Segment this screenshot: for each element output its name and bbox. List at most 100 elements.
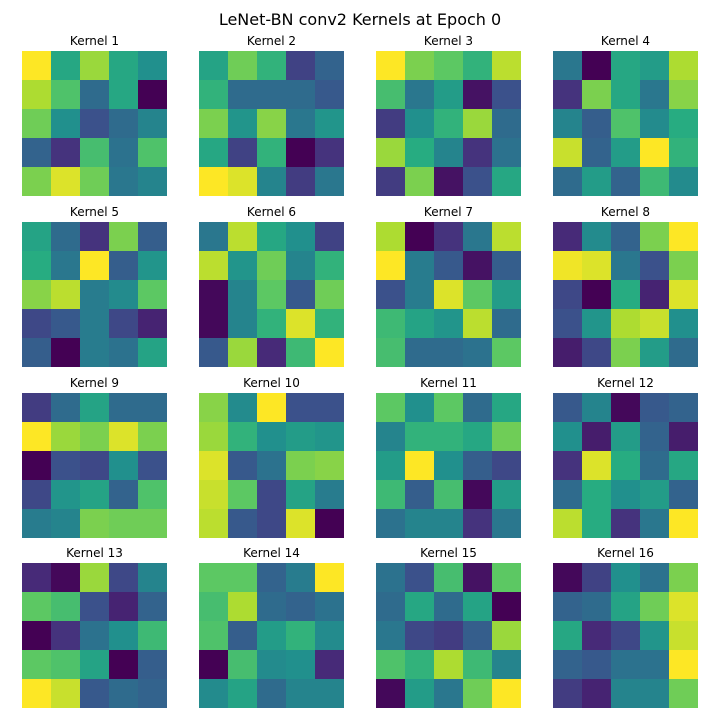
heatmap-cell [582,592,611,621]
kernel-title: Kernel 2 [246,34,297,48]
heatmap-cell [553,80,582,109]
heatmap-cell [640,480,669,509]
heatmap-cell [582,280,611,309]
heatmap-cell [492,222,521,251]
heatmap-cell [315,338,344,367]
heatmap-cell [669,309,698,338]
kernel-panel: Kernel 3 [376,34,521,196]
heatmap-cell [22,222,51,251]
heatmap-cell [492,650,521,679]
heatmap-cell [80,51,109,80]
heatmap-cell [286,338,315,367]
heatmap-cell [669,451,698,480]
heatmap-cell [492,309,521,338]
heatmap-cell [640,251,669,280]
heatmap-cell [463,480,492,509]
heatmap-cell [611,422,640,451]
heatmap-cell [434,138,463,167]
heatmap-cell [640,650,669,679]
heatmap-cell [138,621,167,650]
heatmap-cell [315,650,344,679]
heatmap-cell [80,451,109,480]
heatmap-cell [257,309,286,338]
heatmap-cell [611,309,640,338]
kernel-title: Kernel 7 [423,205,474,219]
heatmap-cell [22,338,51,367]
heatmap-cell [553,338,582,367]
heatmap-cell [257,650,286,679]
heatmap-cell [669,222,698,251]
heatmap-cell [138,138,167,167]
heatmap-cell [376,480,405,509]
heatmap-cell [22,309,51,338]
heatmap-cell [286,51,315,80]
heatmap-cell [199,280,228,309]
heatmap-cell [138,679,167,708]
heatmap-cell [315,480,344,509]
heatmap-cell [199,509,228,538]
heatmap-cell [640,679,669,708]
heatmap-cell [228,138,257,167]
heatmap-cell [640,167,669,196]
kernel-title: Kernel 3 [423,34,474,48]
heatmap-cell [553,51,582,80]
heatmap-cell [434,480,463,509]
heatmap-cell [405,480,434,509]
heatmap-cell [376,309,405,338]
heatmap-cell [611,80,640,109]
heatmap-cell [51,222,80,251]
heatmap-cell [669,422,698,451]
heatmap-cell [492,280,521,309]
heatmap-cell [640,422,669,451]
kernel-heatmap [376,393,521,538]
heatmap-cell [405,222,434,251]
heatmap-cell [199,451,228,480]
heatmap-cell [286,509,315,538]
heatmap-cell [405,80,434,109]
heatmap-cell [315,563,344,592]
heatmap-cell [492,167,521,196]
heatmap-cell [376,422,405,451]
heatmap-cell [286,480,315,509]
heatmap-cell [611,621,640,650]
heatmap-cell [257,138,286,167]
heatmap-cell [434,80,463,109]
kernel-heatmap [199,222,344,367]
heatmap-cell [463,650,492,679]
heatmap-cell [286,167,315,196]
heatmap-cell [228,422,257,451]
heatmap-cell [199,251,228,280]
heatmap-cell [669,480,698,509]
heatmap-cell [286,679,315,708]
heatmap-cell [80,109,109,138]
heatmap-cell [51,509,80,538]
heatmap-cell [286,251,315,280]
heatmap-cell [463,80,492,109]
heatmap-cell [582,480,611,509]
heatmap-cell [138,592,167,621]
heatmap-cell [51,80,80,109]
heatmap-cell [228,621,257,650]
heatmap-cell [199,167,228,196]
heatmap-cell [257,109,286,138]
heatmap-cell [405,393,434,422]
heatmap-cell [257,80,286,109]
heatmap-cell [109,309,138,338]
heatmap-cell [199,563,228,592]
heatmap-cell [199,138,228,167]
heatmap-cell [109,51,138,80]
heatmap-cell [582,251,611,280]
heatmap-cell [138,338,167,367]
heatmap-cell [257,563,286,592]
heatmap-cell [434,51,463,80]
heatmap-cell [434,167,463,196]
heatmap-cell [553,280,582,309]
heatmap-cell [138,309,167,338]
kernel-heatmap [22,222,167,367]
heatmap-cell [553,679,582,708]
heatmap-cell [582,422,611,451]
heatmap-cell [640,109,669,138]
heatmap-cell [286,451,315,480]
heatmap-cell [553,222,582,251]
kernel-heatmap [376,222,521,367]
